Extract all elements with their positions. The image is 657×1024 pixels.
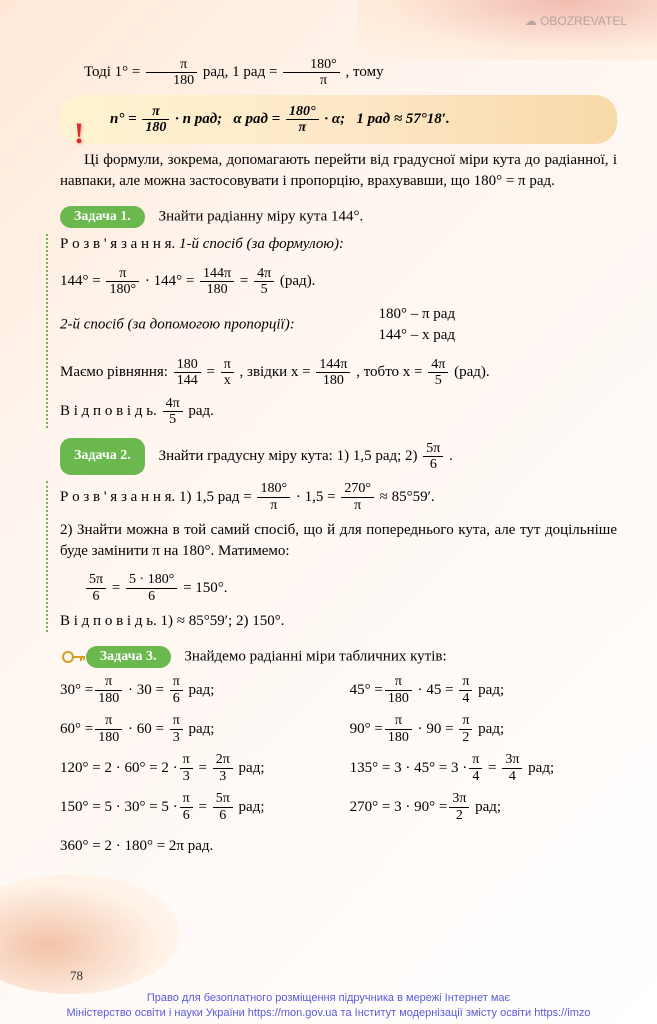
cell-left: 150° = 5 · 30° = 5 ·π6 = 5π6 рад;	[60, 791, 327, 824]
page-content: Тоді 1° = π180 рад, 1 рад = 180°π , тому…	[0, 0, 657, 863]
equation-text: 360° = 2 · 180° = 2π рад.	[60, 838, 213, 854]
text: Р о з в ' я з а н н я. 1-й спосіб (за фо…	[60, 234, 617, 255]
cell-right: 45° =π180 · 45 = π4 рад;	[350, 674, 617, 707]
fraction: π4	[469, 752, 482, 784]
text: 2-й спосіб (за допомогою пропорції): 180…	[60, 304, 617, 346]
fraction: π4	[459, 674, 472, 706]
text: 2) Знайти можна в той самий спосіб, що й…	[60, 520, 617, 562]
task2-solution: Р о з в ' я з а н н я. 1) 1,5 рад = 180°…	[46, 481, 617, 632]
key-icon	[60, 647, 88, 667]
equation-text: 45° =	[350, 682, 383, 698]
text: n° =	[110, 111, 137, 127]
fraction: π180	[142, 104, 169, 136]
equation-text: 270° = 3 · 90° =	[350, 799, 448, 815]
equation: 5π6 = 5 · 180°6 = 150°.	[84, 572, 617, 605]
equation: 144° = π180° · 144° = 144π180 = 4π5 (рад…	[60, 265, 617, 298]
fraction: π180	[385, 713, 412, 745]
text: рад,	[203, 64, 232, 80]
task-title: Знайти градусну міру кута: 1) 1,5 рад; 2…	[159, 448, 418, 464]
text: · n рад;	[175, 111, 222, 127]
cell-left: 120° = 2 · 60° = 2 ·π3 = 2π3 рад;	[60, 752, 327, 785]
fraction: 180°π	[286, 104, 319, 136]
equation-text: 150° = 5 · 30° = 5 ·	[60, 799, 178, 815]
equation-text: 135° = 3 · 45° = 3 ·	[350, 760, 468, 776]
cell-left: 360° = 2 · 180° = 2π рад.	[60, 830, 327, 863]
equation-text: 30° =	[60, 682, 93, 698]
table-row: 360° = 2 · 180° = 2π рад.	[60, 830, 617, 863]
explanation-para: Ці формули, зокрема, допомагають перейти…	[60, 150, 617, 192]
fraction: π180	[95, 674, 122, 706]
fraction: π3	[170, 713, 183, 745]
answer: В і д п о в і д ь. 1) ≈ 85°59′; 2) 150°.	[60, 611, 617, 632]
footer-line: Міністерство освіти і науки України http…	[67, 1007, 591, 1019]
equation: Маємо рівняння: 180144 = πx , звідки x =…	[60, 356, 617, 389]
page-number: 78	[70, 968, 83, 984]
task3-heading: Задача 3. Знайдемо радіанні міри табличн…	[60, 646, 617, 668]
equation-text: 60° =	[60, 721, 93, 737]
decor-bottom	[0, 874, 180, 994]
equation: Р о з в ' я з а н н я. 1) 1,5 рад = 180°…	[60, 481, 617, 514]
task1-solution: Р о з в ' я з а н н я. 1-й спосіб (за фо…	[46, 234, 617, 428]
task-title: Знайти радіанну міру кута 144°.	[159, 208, 364, 224]
task-title: Знайдемо радіанні міри табличних кутів:	[184, 648, 446, 664]
exclaim-icon: !	[74, 101, 100, 133]
text: · α;	[324, 111, 345, 127]
footer: Право для безоплатного розміщення підруч…	[0, 991, 657, 1020]
cell-left: 30° =π180 · 30 = π6 рад;	[60, 674, 327, 707]
text: 1-й спосіб (за формулою):	[179, 236, 344, 252]
fraction: π2	[459, 713, 472, 745]
equation-text: 120° = 2 · 60° = 2 ·	[60, 760, 178, 776]
text: 1 рад =	[232, 64, 277, 80]
fraction: π180	[95, 713, 122, 745]
fraction: 3π2	[449, 791, 469, 823]
task-badge: Задача 1.	[60, 206, 145, 228]
fraction: π6	[180, 791, 193, 823]
cell-right: 90° =π180 · 90 = π2 рад;	[350, 713, 617, 746]
intro-line: Тоді 1° = π180 рад, 1 рад = 180°π , тому	[60, 56, 617, 89]
formula-highlight: ! n° = π180 · n рад; α рад = 180°π · α; …	[60, 95, 617, 144]
footer-line: Право для безоплатного розміщення підруч…	[147, 992, 510, 1004]
table-row: 30° =π180 · 30 = π6 рад; 45° =π180 · 45 =…	[60, 674, 617, 707]
table-row: 120° = 2 · 60° = 2 ·π3 = 2π3 рад; 135° = …	[60, 752, 617, 785]
fraction: 2π3	[213, 752, 233, 784]
equation-text: 90° =	[350, 721, 383, 737]
cell-right: 135° = 3 · 45° = 3 ·π4 = 3π4 рад;	[350, 752, 617, 785]
task-badge: Задача 2.	[60, 438, 145, 475]
text: , тому	[346, 64, 384, 80]
text: Р о з в ' я з а н н я.	[60, 236, 175, 252]
fraction: 180°π	[283, 57, 340, 89]
fraction: π3	[180, 752, 193, 784]
cell-right	[350, 830, 617, 863]
fraction: 5π6	[213, 791, 233, 823]
table-row: 60° =π180 · 60 = π3 рад; 90° =π180 · 90 =…	[60, 713, 617, 746]
fraction: 3π4	[502, 752, 522, 784]
proportion: 180° – π рад	[378, 304, 455, 325]
task-badge: Задача 3.	[86, 646, 171, 668]
task3-rows: 30° =π180 · 30 = π6 рад; 45° =π180 · 45 =…	[60, 674, 617, 863]
fraction: π180	[385, 674, 412, 706]
text: α рад =	[233, 111, 280, 127]
answer: В і д п о в і д ь. 4π5 рад.	[60, 395, 617, 428]
text: 1° =	[115, 64, 141, 80]
task1-heading: Задача 1. Знайти радіанну міру кута 144°…	[60, 206, 617, 228]
text: Тоді	[84, 64, 111, 80]
fraction: π180	[146, 57, 197, 89]
task2-heading: Задача 2. Знайти градусну міру кута: 1) …	[60, 438, 617, 475]
text: 1 рад ≈ 57°18′.	[356, 111, 449, 127]
cell-left: 60° =π180 · 60 = π3 рад;	[60, 713, 327, 746]
fraction: π6	[170, 674, 183, 706]
cell-right: 270° = 3 · 90° =3π2 рад;	[350, 791, 617, 824]
table-row: 150° = 5 · 30° = 5 ·π6 = 5π6 рад; 270° = …	[60, 791, 617, 824]
proportion: 144° – x рад	[378, 325, 455, 346]
